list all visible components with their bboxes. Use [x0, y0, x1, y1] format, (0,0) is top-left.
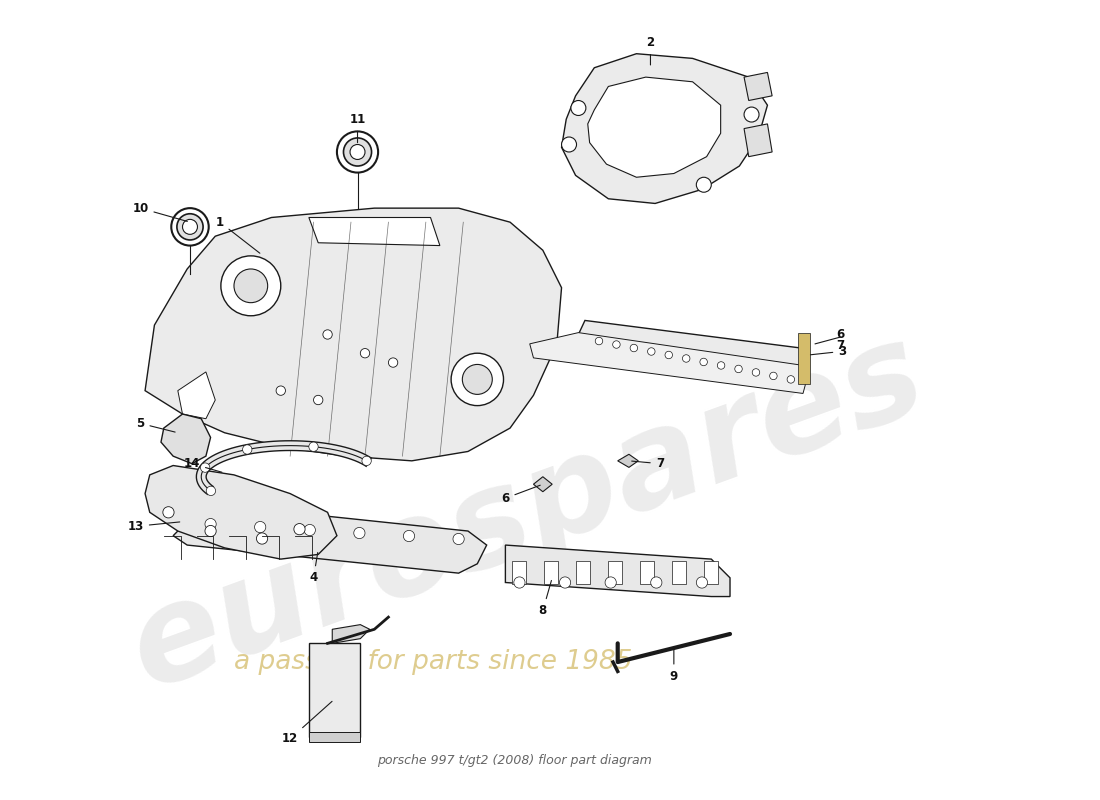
Polygon shape [587, 77, 720, 178]
Polygon shape [145, 208, 561, 461]
Circle shape [206, 486, 216, 495]
Text: 1: 1 [216, 216, 260, 254]
Circle shape [696, 178, 712, 192]
Circle shape [788, 376, 794, 383]
Text: 10: 10 [132, 202, 187, 222]
Circle shape [700, 358, 707, 366]
Circle shape [744, 107, 759, 122]
Polygon shape [309, 218, 440, 246]
Polygon shape [744, 73, 772, 101]
Polygon shape [534, 477, 552, 492]
Text: 7: 7 [836, 339, 845, 352]
Circle shape [770, 372, 777, 380]
Circle shape [309, 442, 318, 451]
Circle shape [343, 138, 372, 166]
Circle shape [361, 349, 370, 358]
Polygon shape [161, 414, 210, 464]
Circle shape [404, 530, 415, 542]
Polygon shape [579, 321, 806, 377]
Text: 5: 5 [136, 417, 175, 432]
Circle shape [735, 366, 743, 373]
Polygon shape [505, 545, 730, 597]
Polygon shape [145, 466, 337, 559]
Polygon shape [173, 503, 486, 573]
Circle shape [571, 101, 586, 115]
Text: 8: 8 [539, 581, 551, 617]
Polygon shape [744, 124, 772, 157]
Circle shape [696, 577, 707, 588]
Bar [512, 561, 526, 584]
Circle shape [561, 137, 576, 152]
Polygon shape [178, 372, 216, 418]
Text: 7: 7 [631, 457, 664, 470]
Bar [672, 561, 686, 584]
Circle shape [682, 354, 690, 362]
Text: a passion for parts since 1985: a passion for parts since 1985 [234, 649, 632, 675]
Polygon shape [530, 333, 806, 394]
Circle shape [462, 365, 493, 394]
Circle shape [560, 577, 571, 588]
Text: eurospares: eurospares [112, 310, 940, 714]
Polygon shape [332, 625, 370, 643]
Bar [704, 561, 718, 584]
Circle shape [651, 577, 662, 588]
Circle shape [323, 330, 332, 339]
Circle shape [172, 208, 209, 246]
Circle shape [648, 348, 656, 355]
Text: 13: 13 [128, 520, 179, 533]
Circle shape [243, 445, 252, 454]
Circle shape [205, 526, 217, 537]
Polygon shape [618, 454, 638, 467]
Bar [543, 561, 558, 584]
Circle shape [205, 518, 217, 530]
Circle shape [453, 534, 464, 545]
Circle shape [221, 256, 280, 316]
Text: 4: 4 [309, 553, 318, 584]
Bar [309, 643, 361, 737]
Circle shape [314, 395, 323, 405]
Circle shape [666, 351, 672, 358]
Bar [576, 561, 590, 584]
Circle shape [276, 386, 286, 395]
Circle shape [630, 344, 638, 352]
Circle shape [451, 354, 504, 406]
Text: 14: 14 [184, 457, 222, 472]
Circle shape [388, 358, 398, 367]
Circle shape [350, 145, 365, 159]
Bar [309, 732, 361, 742]
Circle shape [717, 362, 725, 369]
Text: 9: 9 [670, 648, 678, 682]
Circle shape [183, 219, 198, 234]
Bar [608, 561, 622, 584]
Circle shape [256, 533, 267, 544]
Circle shape [752, 369, 760, 376]
Polygon shape [561, 54, 768, 203]
Circle shape [163, 506, 174, 518]
Circle shape [605, 577, 616, 588]
Circle shape [234, 269, 267, 302]
Circle shape [337, 131, 378, 173]
Bar [799, 333, 810, 384]
Circle shape [200, 463, 210, 472]
Text: 11: 11 [350, 113, 365, 142]
Text: 6: 6 [502, 486, 540, 505]
Circle shape [514, 577, 525, 588]
Text: 3: 3 [811, 345, 846, 358]
Circle shape [294, 523, 305, 534]
Circle shape [613, 341, 620, 348]
Text: 12: 12 [282, 702, 332, 746]
Circle shape [595, 338, 603, 345]
Text: 2: 2 [647, 36, 654, 65]
Circle shape [362, 456, 372, 466]
Circle shape [254, 522, 266, 533]
Circle shape [354, 527, 365, 538]
Text: 6: 6 [836, 328, 845, 341]
Bar [640, 561, 653, 584]
Circle shape [177, 214, 204, 240]
Text: porsche 997 t/gt2 (2008) floor part diagram: porsche 997 t/gt2 (2008) floor part diag… [377, 754, 652, 767]
Circle shape [305, 525, 316, 536]
